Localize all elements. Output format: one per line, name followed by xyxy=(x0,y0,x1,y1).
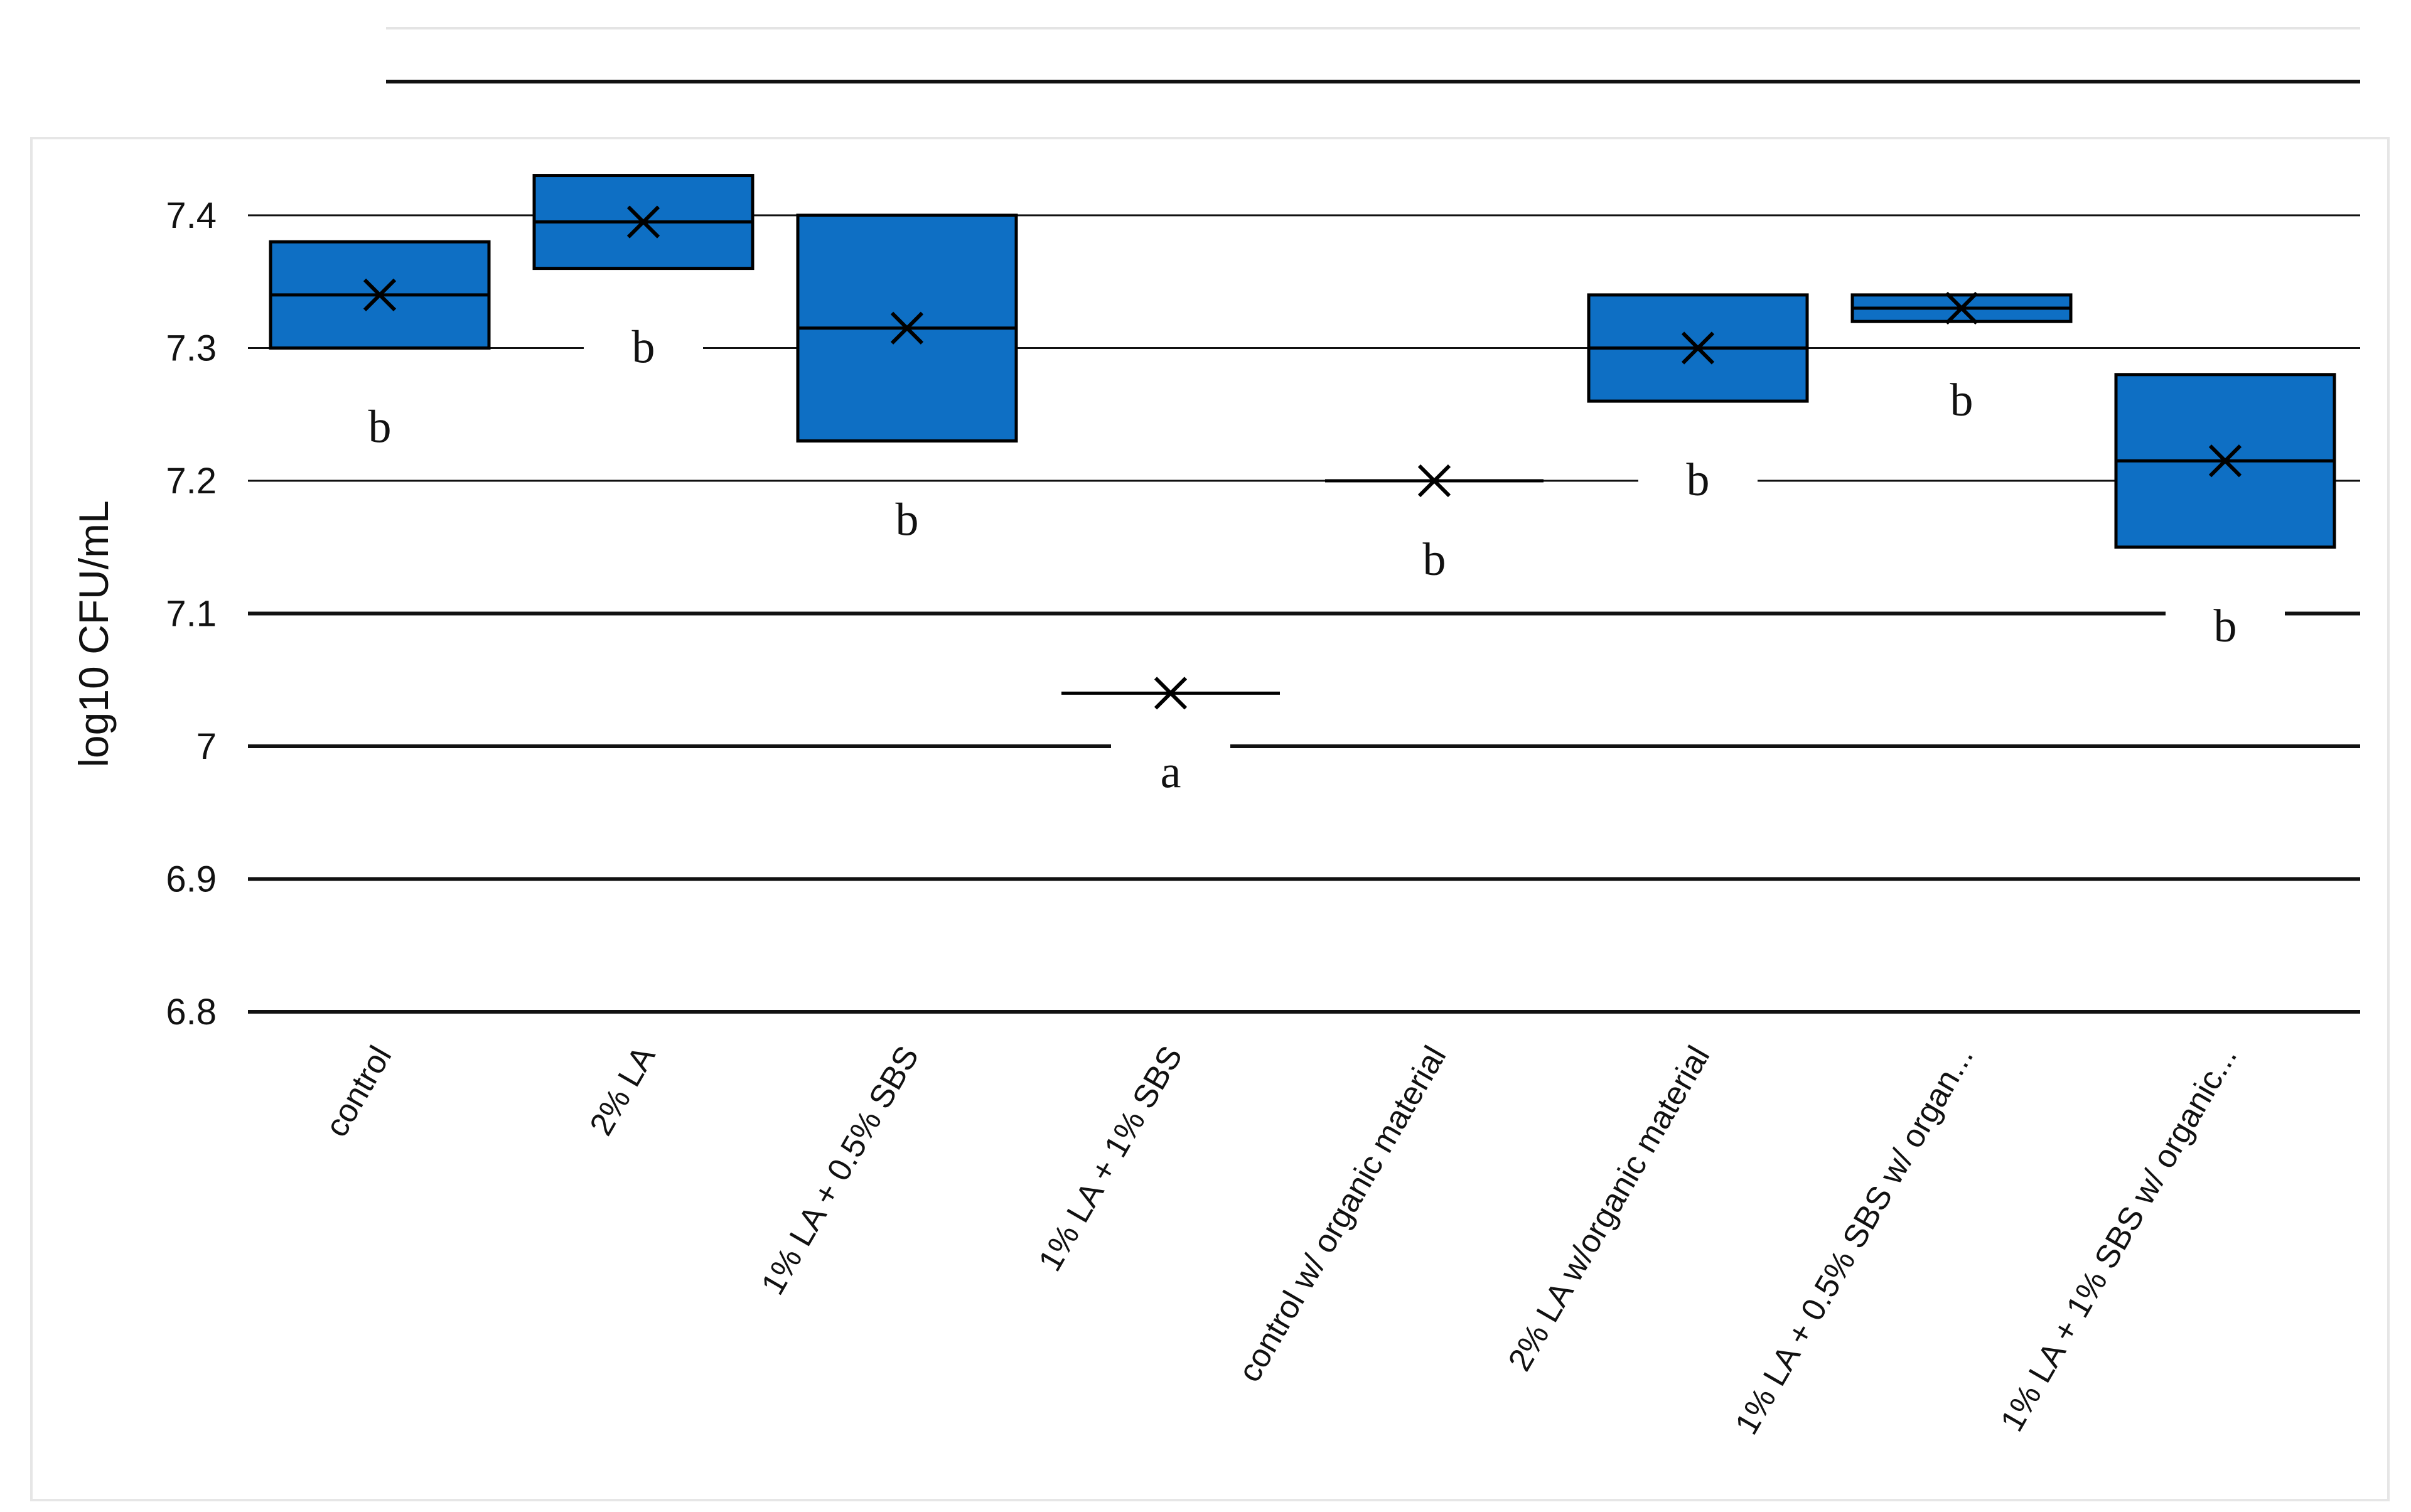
mean-marker xyxy=(1945,291,1979,325)
x-tick-label: 2% LA xyxy=(583,1040,663,1142)
mean-marker xyxy=(363,278,397,312)
y-tick-label: 7.4 xyxy=(166,195,217,236)
box-group: b xyxy=(269,240,491,461)
x-tick-label: 1% LA + 1% SBS w/ organic... xyxy=(1994,1040,2244,1438)
x-tick-label: control xyxy=(318,1040,399,1143)
mean-marker xyxy=(1417,464,1451,498)
x-tick-label: control w/ organic material xyxy=(1232,1040,1454,1388)
letter-backing xyxy=(1638,446,1758,515)
x-tick-label: 1% LA + 1% SBS xyxy=(1032,1040,1190,1277)
y-tick-label: 7.3 xyxy=(166,328,217,369)
y-axis-ticks: 6.8 6.9 7 7.1 7.2 7.3 7.4 xyxy=(166,195,217,1032)
x-tick-label: 1% LA + 0.5% SBS xyxy=(754,1040,926,1301)
box-group: b xyxy=(1325,464,1544,594)
box-group: b xyxy=(1850,291,2073,435)
significance-letter: a xyxy=(1161,746,1181,798)
letter-backing xyxy=(320,393,439,461)
y-tick-label: 6.8 xyxy=(166,992,217,1032)
boxes: b b b a b b b b xyxy=(269,174,2336,807)
letter-backing xyxy=(1111,738,1230,807)
y-tick-label: 7.1 xyxy=(166,594,217,635)
y-tick-label: 6.9 xyxy=(166,859,217,900)
x-axis-ticks: control 2% LA 1% LA + 0.5% SBS 1% LA + 1% S… xyxy=(318,1040,2244,1441)
box-group: b xyxy=(2114,373,2336,660)
y-axis-label: log10 CFU/mL xyxy=(70,500,117,768)
letter-backing xyxy=(2166,592,2285,660)
mean-marker xyxy=(1681,331,1715,365)
significance-letter: b xyxy=(896,495,919,546)
y-tick-label: 7 xyxy=(196,726,217,767)
y-tick-label: 7.2 xyxy=(166,461,217,501)
box-group: b xyxy=(532,174,754,382)
significance-letter: b xyxy=(632,322,655,373)
significance-letter: b xyxy=(2214,601,2237,652)
box-group: a xyxy=(1061,677,1280,807)
significance-letter: b xyxy=(368,402,392,453)
box-group: b xyxy=(796,213,1018,554)
mean-marker xyxy=(626,205,660,239)
x-tick-label: 1% LA + 0.5% SBS w/ organ... xyxy=(1728,1040,1980,1441)
letter-backing xyxy=(847,486,967,554)
significance-letter: b xyxy=(1950,375,1973,426)
letter-backing xyxy=(584,313,703,382)
box-group: b xyxy=(1587,293,1809,515)
letter-backing xyxy=(1902,367,2021,435)
gridlines xyxy=(248,214,2360,1014)
plot-frame xyxy=(30,137,2390,1501)
x-tick-label: 2% LA w/organic material xyxy=(1501,1040,1717,1377)
letter-backing xyxy=(1375,526,1494,594)
significance-letter: b xyxy=(1423,534,1446,586)
mean-marker xyxy=(2208,444,2242,478)
significance-letter: b xyxy=(1687,454,1710,506)
mean-marker xyxy=(1154,677,1188,710)
mean-marker xyxy=(890,311,924,345)
